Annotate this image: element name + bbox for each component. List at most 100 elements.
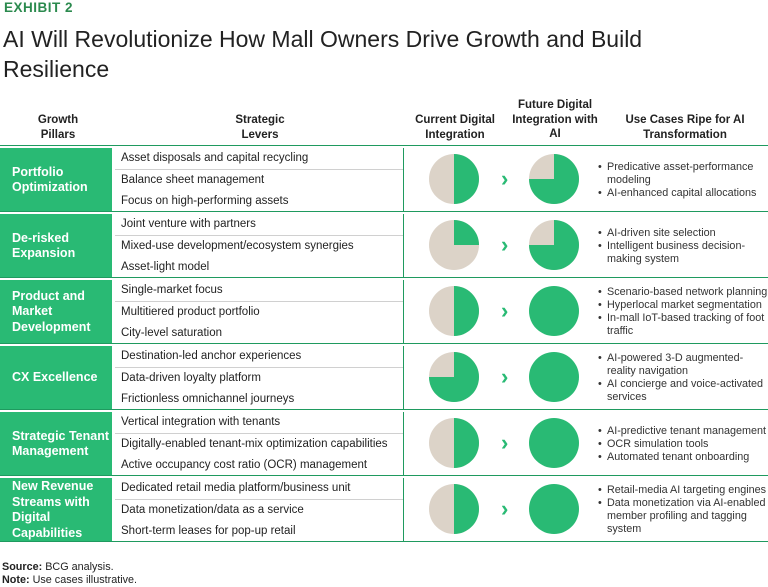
bullet-icon: • — [598, 352, 602, 364]
strategic-lever: Short-term leases for pop-up retail — [115, 521, 403, 542]
table-row: Strategic Tenant Management Vertical inte… — [0, 412, 768, 476]
strategic-lever: Dedicated retail media platform/business… — [115, 478, 403, 499]
column-divider — [403, 214, 404, 278]
growth-pillar-label: CX Excellence — [12, 370, 98, 385]
current-digital-pie — [429, 154, 479, 204]
use-case-text: Automated tenant onboarding — [607, 450, 750, 463]
use-case-item: • AI concierge and voice-activated servic… — [598, 378, 768, 404]
use-case-text: Data monetization via AI-enabled member … — [607, 497, 766, 535]
use-case-item: • Hyperlocal market segmentation — [598, 299, 768, 312]
use-case-text: Retail-media AI targeting engines — [607, 484, 767, 496]
current-digital-pie — [429, 286, 479, 336]
bullet-icon: • — [598, 226, 602, 239]
growth-pillar: Strategic Tenant Management — [0, 412, 112, 476]
use-case-item: • Intelligent business decision-making sy… — [598, 240, 768, 266]
header-current-digital: Current Digital Integration — [415, 114, 495, 141]
current-digital-pie — [429, 220, 479, 270]
note-label: Note: — [2, 574, 30, 586]
chevron-right-icon: › — [501, 298, 509, 323]
bullet-icon: • — [598, 186, 602, 199]
strategic-lever: Frictionless omnichannel journeys — [115, 389, 403, 410]
chevron-right-icon: › — [501, 430, 509, 455]
use-cases-list: • Retail-media AI targeting engines • Data … — [598, 484, 768, 536]
use-cases-list: • AI-driven site selection • Intelligent bu… — [598, 227, 768, 266]
future-digital-pie — [529, 220, 579, 270]
header-future-digital: Future Digital Integration with AI — [512, 99, 598, 140]
strategic-lever: Data monetization/data as a service — [115, 499, 403, 521]
chevron-right-icon: › — [501, 364, 509, 389]
use-cases-list: • Scenario-based network planning • Hyperlo… — [598, 286, 768, 338]
column-divider — [403, 280, 404, 344]
growth-pillar-label: Portfolio Optimization — [12, 164, 88, 195]
table-row: Product and Market Development Single-mar… — [0, 280, 768, 344]
use-case-item: • AI-driven site selection — [598, 227, 768, 240]
future-digital-pie — [529, 154, 579, 204]
bullet-icon: • — [598, 239, 602, 252]
bullet-icon: • — [598, 484, 602, 496]
growth-pillar: New Revenue Streams with Digital Capabil… — [0, 478, 112, 542]
growth-pillar-label: De-risked Expansion — [12, 230, 76, 261]
pie-background — [529, 418, 579, 468]
bullet-icon: • — [598, 286, 602, 298]
use-case-text: AI concierge and voice-activated service… — [607, 378, 764, 403]
table-row: Portfolio Optimization Asset disposals an… — [0, 148, 768, 212]
use-case-text: Hyperlocal market segmentation — [607, 299, 762, 311]
use-cases-list: • Predicative asset-performance modeling •… — [598, 161, 768, 200]
strategic-lever: Multitiered product portfolio — [115, 301, 403, 323]
pie-slice — [429, 352, 479, 402]
source-text: BCG analysis. — [45, 561, 114, 573]
use-case-item: • Retail-media AI targeting engines — [598, 484, 768, 497]
strategic-lever: Joint venture with partners — [115, 214, 403, 235]
future-digital-pie — [529, 286, 579, 336]
strategic-lever: Balance sheet management — [115, 169, 403, 191]
column-divider — [403, 148, 404, 212]
growth-pillar-label: New Revenue Streams with Digital Capabil… — [12, 479, 94, 540]
current-digital-pie — [429, 352, 479, 402]
row-divider — [0, 211, 768, 212]
strategic-lever: Mixed-use development/ecosystem synergie… — [115, 235, 403, 257]
strategic-lever: Focus on high-performing assets — [115, 191, 403, 212]
chevron-right-icon: › — [501, 496, 509, 521]
pie-slice — [454, 220, 479, 245]
use-case-item: • Predicative asset-performance modeling — [598, 161, 768, 187]
chevron-right-icon: › — [501, 232, 509, 257]
use-case-item: • AI-powered 3-D augmented-reality naviga… — [598, 352, 768, 378]
table-row: De-risked Expansion Joint venture with pa… — [0, 214, 768, 278]
use-case-text: AI-predictive tenant management — [607, 424, 767, 437]
note-text: Use cases illustrative. — [32, 574, 137, 586]
row-divider — [0, 541, 768, 542]
future-digital-pie — [529, 418, 579, 468]
use-case-text: Intelligent business decision-making sys… — [607, 239, 746, 265]
pie-slice — [454, 418, 479, 468]
use-case-item: • In-mall IoT-based tracking of foot traf… — [598, 312, 768, 338]
header-growth-pillars: Growth Pillars — [37, 114, 79, 141]
use-case-text: AI-driven site selection — [607, 226, 716, 239]
pie-background — [529, 484, 579, 534]
exhibit-label: EXHIBIT 2 — [4, 0, 74, 15]
strategic-lever: City-level saturation — [115, 323, 403, 344]
bullet-icon: • — [598, 299, 602, 311]
strategic-lever: Active occupancy cost ratio (OCR) manage… — [115, 455, 403, 476]
growth-pillar: CX Excellence — [0, 346, 112, 410]
use-case-text: OCR simulation tools — [607, 437, 709, 450]
pie-slice — [454, 484, 479, 534]
bullet-icon: • — [598, 424, 602, 437]
row-divider — [0, 475, 768, 476]
use-case-item: • AI-predictive tenant management — [598, 425, 768, 438]
use-case-item: • Automated tenant onboarding — [598, 451, 768, 464]
chevron-right-icon: › — [501, 166, 509, 191]
header-use-cases: Use Cases Ripe for AI Transformation — [625, 114, 745, 141]
pie-slice — [454, 286, 479, 336]
page-title: AI Will Revolutionize How Mall Owners Dr… — [3, 26, 643, 82]
bullet-icon: • — [598, 160, 602, 173]
current-digital-pie — [429, 418, 479, 468]
pie-background — [529, 286, 579, 336]
column-divider — [403, 346, 404, 410]
bullet-icon: • — [598, 312, 602, 324]
row-divider — [0, 277, 768, 278]
use-case-text: Predicative asset-performance modeling — [607, 160, 754, 186]
growth-pillar: Product and Market Development — [0, 280, 112, 344]
table-row: CX Excellence Destination-led anchor expe… — [0, 346, 768, 410]
use-case-item: • OCR simulation tools — [598, 438, 768, 451]
strategic-lever: Asset disposals and capital recycling — [115, 148, 403, 169]
